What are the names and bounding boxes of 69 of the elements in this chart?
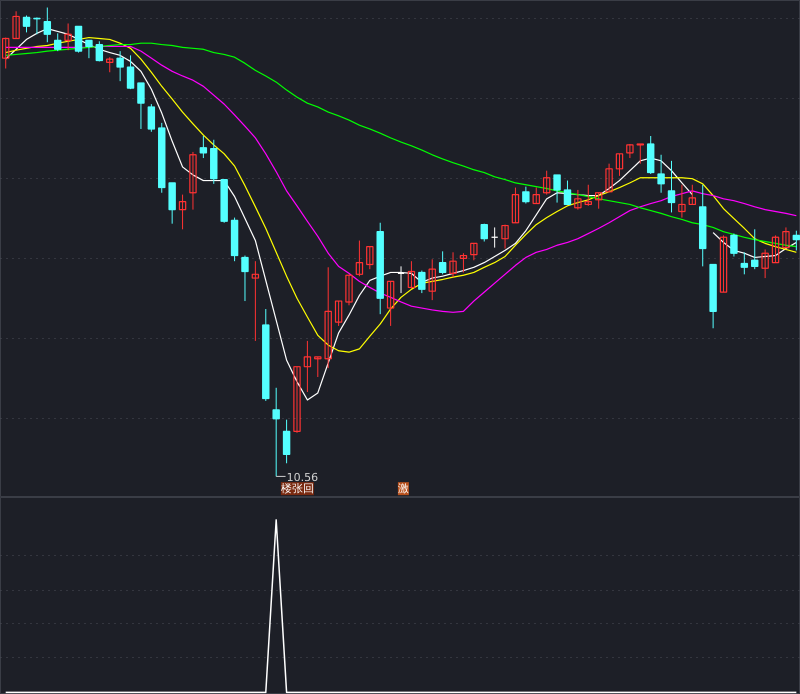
candlestick (428, 258, 436, 301)
candlestick (564, 180, 572, 206)
candlestick (418, 270, 426, 294)
candlestick (366, 246, 374, 270)
candlestick (594, 192, 602, 210)
candlestick (761, 248, 769, 279)
candlestick (2, 37, 10, 69)
candlestick (636, 143, 644, 164)
candlestick (386, 280, 394, 326)
candlestick (282, 419, 290, 464)
candlestick (720, 234, 728, 293)
candlestick (96, 40, 104, 62)
candlestick (44, 7, 52, 43)
candlestick (397, 266, 405, 294)
candlestick (304, 340, 312, 393)
candlestick (148, 104, 156, 132)
candlestick (605, 163, 613, 192)
candlestick (64, 22, 72, 51)
candlestick (542, 170, 550, 196)
candlestick (106, 56, 114, 73)
candlestick (116, 50, 124, 82)
candlestick (126, 54, 134, 90)
candlestick (678, 184, 686, 218)
candlestick (356, 240, 364, 277)
candlestick (470, 242, 478, 261)
candlestick (272, 387, 280, 477)
candlestick (178, 194, 186, 230)
candlestick (501, 224, 509, 250)
candlestick (241, 255, 249, 302)
candlestick (688, 184, 696, 206)
candlestick (345, 274, 353, 306)
candlestick (438, 250, 446, 275)
candlestick (54, 32, 62, 52)
candlestick (522, 186, 530, 204)
candlestick (574, 189, 582, 210)
candlestick (626, 143, 634, 159)
candlestick (772, 234, 780, 264)
text: 激 (398, 482, 409, 496)
candlestick (460, 252, 468, 273)
candlestick (408, 260, 416, 289)
candlestick (85, 40, 93, 59)
candlestick (584, 184, 592, 206)
candlestick (751, 228, 758, 270)
candlestick (137, 82, 145, 130)
annotation: 10.56 (286, 470, 318, 484)
candlestick (512, 187, 520, 224)
candlestick (324, 266, 332, 369)
candlestick (532, 187, 540, 204)
candlestick (252, 260, 260, 342)
candlestick (189, 151, 197, 210)
candlestick (33, 16, 41, 35)
candlestick (668, 160, 676, 213)
candlestick (616, 153, 624, 176)
text: 楼张回 (280, 482, 314, 496)
candlestick (293, 366, 301, 434)
candlestick (480, 223, 488, 242)
candlestick (314, 356, 322, 378)
candlestick (792, 230, 800, 251)
candlestick (782, 226, 790, 248)
candlestick (657, 154, 665, 194)
candlestick (553, 174, 561, 204)
candlestick (449, 252, 457, 278)
candlestick (12, 10, 20, 40)
candlestick (740, 252, 748, 275)
candlestick (730, 233, 738, 257)
candlestick (200, 136, 208, 159)
candlestick (490, 226, 498, 248)
candlestick (22, 15, 30, 33)
candlestick (334, 300, 342, 326)
